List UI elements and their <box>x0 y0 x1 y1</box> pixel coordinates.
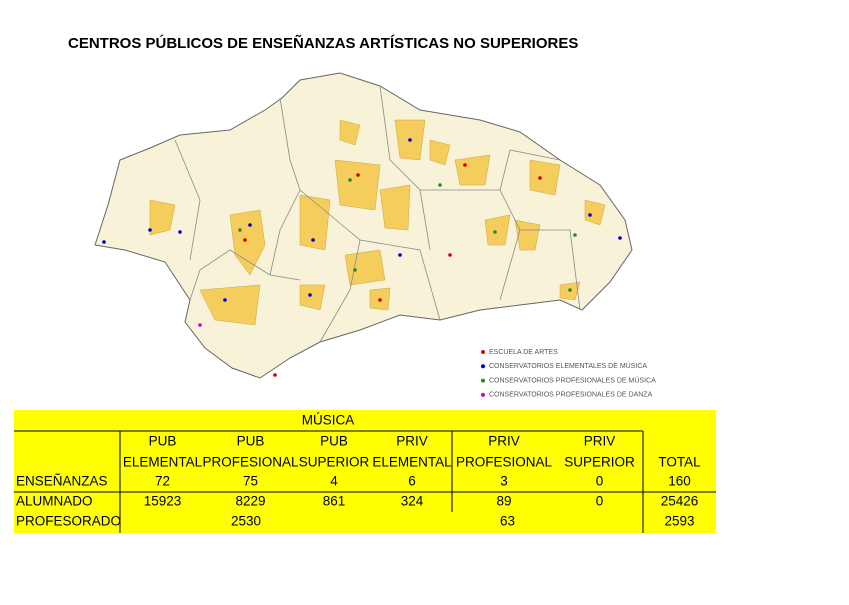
table-cell: 4 <box>330 474 338 489</box>
column-header: PRIV <box>488 434 520 449</box>
column-header: PROFESIONAL <box>456 455 553 470</box>
map-dots <box>102 138 622 377</box>
legend-dot <box>481 392 485 397</box>
table-cell: 160 <box>668 474 691 489</box>
column-header: ELEMENTAL <box>372 455 452 470</box>
table-cell: 8229 <box>235 494 265 509</box>
legend-dot <box>481 364 485 369</box>
legend-dot <box>481 350 485 354</box>
legend-label: ESCUELA DE ARTES <box>489 349 558 356</box>
row-label: ALUMNADO <box>16 494 93 509</box>
table-cell: 72 <box>155 474 170 489</box>
column-header: SUPERIOR <box>564 455 635 470</box>
legend-label: CONSERVATORIOS PROFESIONALES DE DANZA <box>489 392 653 399</box>
column-header: PRIV <box>396 434 428 449</box>
table-borders <box>14 430 716 533</box>
column-header: PUB <box>237 434 265 449</box>
row-label: PROFESORADO <box>16 514 121 529</box>
table-cell: 0 <box>596 474 604 489</box>
table-cell: 0 <box>596 494 604 509</box>
table-cell: 861 <box>323 494 346 509</box>
table-cell: 3 <box>500 474 508 489</box>
table-cell: 75 <box>243 474 258 489</box>
legend-dot <box>481 378 485 383</box>
column-header: SUPERIOR <box>299 455 370 470</box>
column-header: PRIV <box>584 434 616 449</box>
table: MÚSICA PUB ELEMENTAL PUB PROFESIONAL PUB SUPER… <box>16 413 701 529</box>
column-header: TOTAL <box>658 455 701 470</box>
title: CENTROS PÚBLICOS DE ENSEÑANZAS ARTÍSTICA… <box>68 34 578 52</box>
legend-label: CONSERVATORIOS PROFESIONALES DE MÚSICA <box>489 375 656 384</box>
table-cell: 63 <box>500 514 515 529</box>
table-cell: 2593 <box>664 514 694 529</box>
table-cell: 6 <box>408 474 416 489</box>
table-cell: 25426 <box>661 494 699 509</box>
column-header: ELEMENTAL <box>123 455 203 470</box>
column-header: PUB <box>149 434 177 449</box>
column-header: PUB <box>320 434 348 449</box>
table-cell: 324 <box>401 494 424 509</box>
legend: ESCUELA DE ARTES CONSERVATORIOS ELEMENTAL… <box>481 349 656 399</box>
table-cell: 89 <box>496 494 511 509</box>
column-header: PROFESIONAL <box>202 455 299 470</box>
legend-label: CONSERVATORIOS ELEMENTALES DE MÚSICA <box>489 361 647 370</box>
row-label: ENSEÑANZAS <box>16 474 108 489</box>
table-cell: 2530 <box>231 514 261 529</box>
table-cell: 15923 <box>144 494 182 509</box>
table-header: MÚSICA <box>302 413 355 428</box>
map <box>94 72 633 379</box>
